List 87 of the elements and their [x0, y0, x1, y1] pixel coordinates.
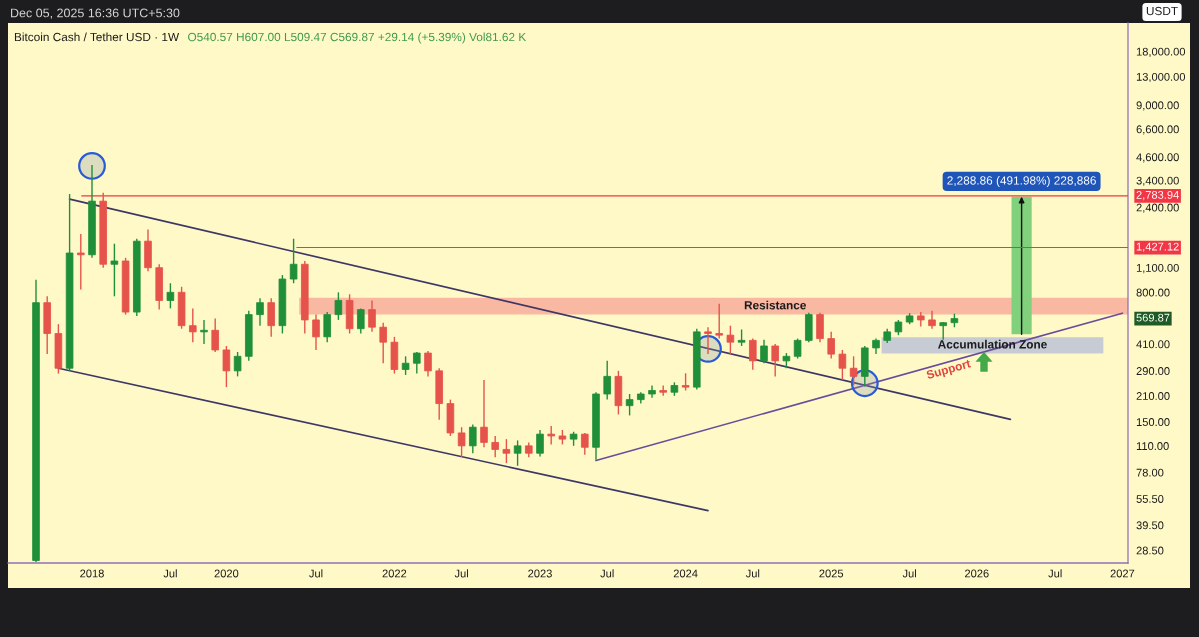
text: 569.87 [1136, 313, 1170, 322]
candlestick [200, 319, 208, 345]
y-tick-label: 1,100.00 [1136, 263, 1179, 274]
ref-line-label: 1,427.12 [1136, 242, 1179, 252]
band-label: Resistance [744, 300, 806, 310]
x-tick-label: 2027 [1110, 569, 1135, 578]
x-tick-label: 2026 [965, 569, 989, 578]
candlestick [838, 349, 847, 381]
x-tick-label: Jul [163, 569, 177, 578]
point [78, 151, 106, 180]
y-tick-label: 78.00 [1136, 468, 1164, 477]
candlestick [379, 322, 387, 364]
y-tick-label: 13,000.00 [1136, 72, 1186, 83]
ref-line-label: 2,783.94 [1136, 190, 1179, 201]
candlestick [323, 311, 331, 343]
text: O540.57 H607.00 L509.47 C569.87 +29.14 (+5.39%) Vol81.62 K [188, 32, 527, 44]
candlestick [77, 233, 85, 291]
candlestick [267, 297, 275, 338]
candlestick [726, 324, 735, 355]
text: Bitcoin Cash / Tether USD · 1W [14, 32, 180, 42]
candlestick [424, 350, 432, 378]
candlestick [413, 351, 421, 375]
candlestick [513, 439, 522, 467]
x-tick-label: 2023 [528, 569, 552, 578]
candlestick [816, 311, 824, 343]
y-tick-label: 210.00 [1136, 392, 1170, 400]
candlestick [760, 339, 768, 364]
candlestick [289, 238, 298, 284]
candlestick [771, 343, 779, 378]
y-tick-label: 290.00 [1136, 367, 1170, 375]
y-tick-label: 410.00 [1136, 340, 1170, 349]
candlestick [312, 313, 320, 351]
y-tick-label: 6,600.00 [1136, 125, 1179, 135]
y-tick-label: 55.50 [1136, 495, 1164, 503]
candlestick [357, 307, 365, 335]
candlestick [749, 337, 757, 371]
candlestick [480, 379, 488, 448]
candlestick [547, 425, 555, 446]
candlestick [222, 345, 231, 388]
candlestick [110, 243, 119, 298]
y-axis-title: USDT [1146, 6, 1178, 16]
candlestick [457, 426, 466, 458]
y-tick-label: 110.00 [1136, 442, 1169, 450]
y-tick-label: 800.00 [1136, 288, 1170, 297]
candlestick [704, 326, 712, 355]
y-tick-label: 3,400.00 [1136, 176, 1179, 186]
y-tick-label: 39.50 [1136, 521, 1164, 530]
data-label: 2,288.86 (491.98%) 228,886 [947, 175, 1096, 187]
candlestick [625, 393, 634, 417]
x-tick-label: 2025 [819, 569, 844, 578]
candlestick [648, 384, 656, 399]
x-tick-label: 2018 [80, 569, 104, 578]
x-tick-label: 2020 [214, 569, 239, 578]
x-tick-label: 2022 [382, 569, 407, 578]
candlestick [502, 438, 511, 464]
band-label: Accumulation Zone [938, 339, 1047, 349]
candlestick [536, 429, 544, 458]
x-tick-label: Jul [1048, 569, 1062, 578]
x-tick-label: Jul [454, 569, 468, 578]
candlestick [491, 435, 499, 458]
candlestick [211, 317, 219, 353]
y-tick-label: 9,000.00 [1136, 101, 1179, 111]
candlestick [189, 307, 197, 343]
x-tick-label: Jul [902, 569, 916, 578]
y-tick-label: 150.00 [1136, 418, 1170, 426]
x-tick-label: Jul [745, 569, 760, 578]
y-tick-label: 2,400.00 [1136, 203, 1179, 213]
x-tick-label: 2024 [673, 569, 698, 578]
y-tick-label: 28.50 [1136, 546, 1164, 555]
candlestick [469, 423, 477, 454]
text: Dec 05, 2025 16:36 UTC+5:30 [11, 8, 180, 19]
candlestick [849, 355, 858, 387]
candlestick [334, 291, 343, 321]
candlestick [256, 297, 264, 327]
candlestick [401, 355, 410, 376]
candlestick [715, 303, 723, 340]
candlestick [166, 282, 175, 310]
candlestick [827, 331, 835, 360]
candlestick [603, 360, 611, 401]
annotation: Support [925, 359, 972, 382]
x-tick-label: Jul [600, 569, 614, 578]
candlestick [368, 299, 376, 333]
x-tick-label: Jul [309, 569, 323, 578]
candlestick [233, 351, 242, 378]
candlestick [793, 337, 802, 360]
y-tick-label: 18,000.00 [1136, 47, 1186, 57]
y-tick-label: 4,600.00 [1136, 153, 1179, 163]
